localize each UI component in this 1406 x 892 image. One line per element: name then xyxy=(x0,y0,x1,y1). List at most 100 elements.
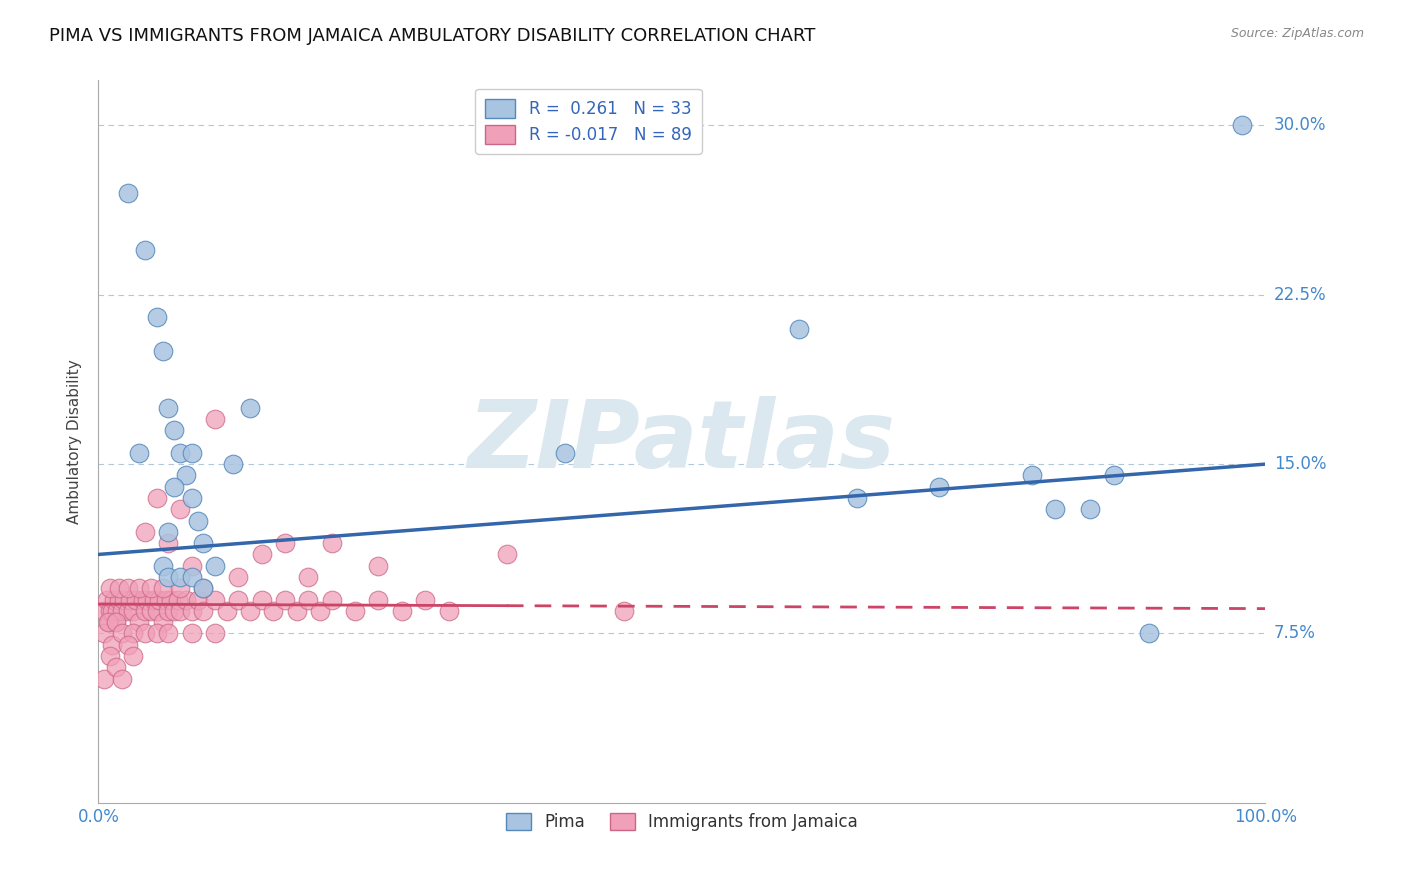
Point xyxy=(228,570,250,584)
Point xyxy=(157,604,180,618)
Point xyxy=(321,536,343,550)
Point xyxy=(228,592,250,607)
Point xyxy=(180,446,202,460)
Point xyxy=(128,615,150,630)
Point xyxy=(163,604,186,618)
Text: Source: ZipAtlas.com: Source: ZipAtlas.com xyxy=(1230,27,1364,40)
Point xyxy=(274,592,297,607)
Point xyxy=(128,446,150,460)
Point xyxy=(159,592,181,607)
Point xyxy=(155,592,177,607)
Point xyxy=(204,558,226,573)
Point xyxy=(250,592,273,607)
Point xyxy=(108,592,131,607)
Point xyxy=(152,582,174,596)
Point xyxy=(112,592,135,607)
Point xyxy=(367,558,389,573)
Point xyxy=(132,592,155,607)
Point xyxy=(193,582,215,596)
Point xyxy=(1137,626,1160,640)
Point xyxy=(344,604,367,618)
Point xyxy=(125,592,148,607)
Point xyxy=(297,570,319,584)
Point xyxy=(134,243,156,257)
Point xyxy=(321,592,343,607)
Point xyxy=(93,672,115,686)
Point xyxy=(239,604,262,618)
Point xyxy=(157,626,180,640)
Point xyxy=(174,592,197,607)
Point xyxy=(97,615,120,630)
Point xyxy=(98,582,121,596)
Point xyxy=(136,592,159,607)
Point xyxy=(221,457,243,471)
Y-axis label: Ambulatory Disability: Ambulatory Disability xyxy=(67,359,83,524)
Point xyxy=(1080,502,1102,516)
Point xyxy=(204,592,226,607)
Point xyxy=(1045,502,1067,516)
Point xyxy=(169,582,191,596)
Point xyxy=(152,615,174,630)
Point xyxy=(98,648,121,663)
Point xyxy=(157,536,180,550)
Point xyxy=(98,604,121,618)
Point xyxy=(146,626,169,640)
Point xyxy=(193,536,215,550)
Point xyxy=(204,412,226,426)
Point xyxy=(169,502,191,516)
Point xyxy=(180,491,202,505)
Point xyxy=(215,604,238,618)
Point xyxy=(104,615,127,630)
Point xyxy=(143,592,166,607)
Legend: Pima, Immigrants from Jamaica: Pima, Immigrants from Jamaica xyxy=(499,806,865,838)
Point xyxy=(146,604,169,618)
Point xyxy=(787,321,810,335)
Point xyxy=(122,604,145,618)
Point xyxy=(1021,468,1043,483)
Point xyxy=(105,604,128,618)
Point xyxy=(180,570,202,584)
Point xyxy=(117,604,139,618)
Point xyxy=(437,604,460,618)
Point xyxy=(180,558,202,573)
Point xyxy=(111,604,134,618)
Text: PIMA VS IMMIGRANTS FROM JAMAICA AMBULATORY DISABILITY CORRELATION CHART: PIMA VS IMMIGRANTS FROM JAMAICA AMBULATO… xyxy=(49,27,815,45)
Point xyxy=(134,604,156,618)
Point xyxy=(1102,468,1125,483)
Point xyxy=(180,604,202,618)
Point xyxy=(96,592,118,607)
Point xyxy=(108,582,131,596)
Point xyxy=(193,582,215,596)
Point xyxy=(250,548,273,562)
Point xyxy=(391,604,413,618)
Point xyxy=(554,446,576,460)
Point xyxy=(104,615,127,630)
Point xyxy=(118,592,141,607)
Point xyxy=(157,401,180,415)
Point xyxy=(169,446,191,460)
Point xyxy=(97,615,120,630)
Point xyxy=(128,582,150,596)
Point xyxy=(146,491,169,505)
Point xyxy=(413,592,436,607)
Point xyxy=(117,582,139,596)
Point xyxy=(148,592,170,607)
Point xyxy=(180,626,202,640)
Text: 22.5%: 22.5% xyxy=(1274,285,1326,304)
Point xyxy=(122,626,145,640)
Point xyxy=(613,604,636,618)
Text: ZIPatlas: ZIPatlas xyxy=(468,395,896,488)
Point xyxy=(274,536,297,550)
Point xyxy=(152,558,174,573)
Point xyxy=(134,524,156,539)
Text: 15.0%: 15.0% xyxy=(1274,455,1326,473)
Point xyxy=(297,592,319,607)
Point xyxy=(163,480,186,494)
Point xyxy=(101,604,124,618)
Point xyxy=(111,672,134,686)
Point xyxy=(146,310,169,325)
Point xyxy=(117,638,139,652)
Point xyxy=(367,592,389,607)
Point xyxy=(285,604,308,618)
Point xyxy=(928,480,950,494)
